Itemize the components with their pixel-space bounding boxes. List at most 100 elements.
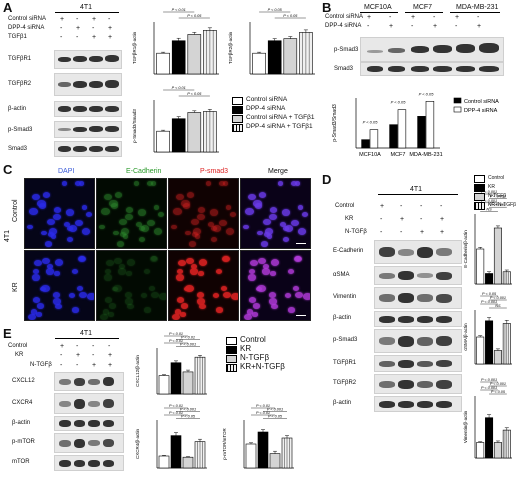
cell-nucleus [31, 193, 40, 201]
cell-nucleus [153, 228, 162, 235]
treat-label: DPP-4 siRNA [325, 23, 362, 29]
cell-nucleus [53, 213, 61, 220]
blot-band [102, 399, 114, 408]
cell-nucleus [231, 293, 238, 301]
cell-nucleus [85, 212, 93, 218]
blot-strip [360, 62, 504, 76]
blot-strip [54, 73, 122, 96]
blot-label: Smad3 [8, 146, 28, 152]
cell-nucleus [69, 293, 76, 299]
treatment-sign: + [455, 14, 460, 21]
cell-nucleus [184, 286, 191, 292]
blot-label: β-actin [8, 106, 27, 112]
cell-nucleus [268, 292, 277, 299]
microscopy-panel [96, 250, 167, 321]
cell-nucleus [101, 208, 110, 216]
cell-nucleus [120, 228, 130, 235]
cell-nucleus [210, 236, 217, 242]
cell-nucleus [216, 307, 223, 313]
blot-label: CXCR4 [12, 399, 33, 406]
blot-band [436, 315, 452, 323]
blot-band [417, 400, 433, 408]
blot-band [379, 337, 395, 345]
sig-label: P < 0.01 [169, 411, 183, 415]
bar [485, 273, 494, 285]
cell-nucleus [78, 291, 88, 299]
blot-band [436, 293, 452, 303]
cell-nucleus [41, 257, 51, 265]
blot-label: TGFβR1 [333, 359, 357, 366]
cell-nucleus [144, 268, 151, 274]
cell-nucleus [52, 298, 62, 305]
cell-nucleus [218, 219, 228, 227]
cell-nucleus [76, 285, 84, 291]
blot-strip [54, 455, 124, 471]
treatment-sign: + [420, 229, 425, 236]
treatment-sign: - [433, 14, 436, 21]
treatment-sign: + [108, 352, 113, 359]
y-axis-label: CXCR4/β-actin [135, 428, 140, 459]
cell-nucleus [157, 212, 165, 218]
row-label-control: Control [12, 199, 19, 222]
bar [485, 417, 494, 459]
cell-nucleus [255, 203, 263, 209]
treatment-sign: - [60, 362, 63, 369]
bar [417, 116, 426, 149]
bar [361, 139, 370, 149]
header-rule [378, 194, 458, 195]
cell-nucleus [124, 292, 133, 299]
blot-band [398, 379, 414, 389]
cell-nucleus [292, 285, 300, 291]
legend-label: KR+N-TGFβ [488, 202, 517, 208]
blot-strip [374, 374, 462, 394]
treatment-sign: - [76, 343, 79, 350]
cell-nucleus [222, 181, 228, 186]
bar [425, 101, 435, 149]
scale-bar [296, 315, 306, 316]
cell-nucleus [112, 285, 122, 293]
cell-nucleus [112, 286, 119, 292]
treatment-sign: + [411, 14, 416, 21]
header-rule [55, 12, 119, 13]
blot-label: Vimentin [333, 294, 357, 300]
blot-label: p-Smad3 [333, 337, 358, 343]
blot-strip [54, 393, 124, 414]
cell-nucleus [188, 241, 196, 247]
treatment-sign: - [60, 352, 63, 359]
legend-label: Control [240, 335, 266, 344]
blot-label: E-Cadherin [333, 248, 364, 254]
microscopy-panel [168, 250, 239, 321]
cell-nucleus [258, 192, 266, 198]
cell-nucleus [39, 203, 47, 209]
blot-label: p-Smad3 [8, 127, 33, 133]
blot-strip [374, 355, 462, 372]
sig-label: P < 0.001 [481, 300, 497, 304]
blot-band [398, 359, 414, 368]
legend-label: DPP-4 siRNA [246, 105, 286, 112]
bar [170, 435, 182, 469]
bar [182, 371, 194, 395]
bar [158, 455, 170, 469]
cell-nucleus [119, 231, 127, 237]
cell-nucleus [191, 231, 199, 237]
treatment-sign: - [76, 34, 79, 41]
cell-nucleus [77, 255, 86, 263]
treat-label: N-TGFβ [345, 229, 367, 235]
cell-nucleus [47, 231, 55, 237]
blot-band [417, 336, 433, 346]
cell-nucleus [45, 268, 54, 275]
cell-nucleus [284, 224, 294, 232]
treatment-sign: - [420, 216, 423, 223]
blot-band [436, 400, 452, 408]
cell-nucleus [78, 181, 84, 186]
legend-swatch [226, 346, 237, 354]
sig-label: P < 0.001 [481, 190, 497, 194]
treat-label: DPP-4 siRNA [8, 25, 45, 31]
blot-strip [374, 396, 462, 412]
blot-band [88, 459, 100, 467]
blot-band [59, 420, 71, 427]
cell-nucleus [195, 234, 201, 239]
cell-nucleus [212, 224, 222, 232]
scale-bar [296, 243, 306, 244]
cell-nucleus [27, 314, 36, 320]
